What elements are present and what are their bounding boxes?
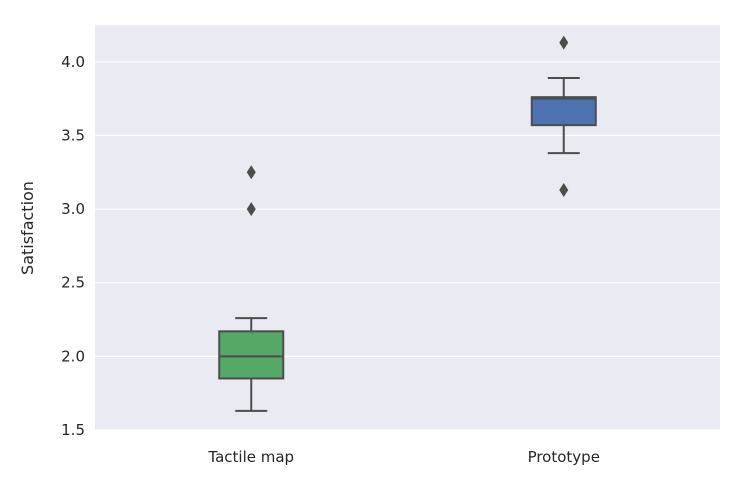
y-gridlines bbox=[95, 61, 720, 431]
y-tick-label: 2.0 bbox=[61, 347, 85, 365]
outlier-point bbox=[246, 202, 256, 217]
y-tick-label: 3.5 bbox=[61, 126, 85, 144]
x-tick-label: Prototype bbox=[528, 448, 600, 466]
y-tick-label: 4.0 bbox=[61, 53, 85, 71]
iqr-box bbox=[530, 96, 597, 127]
outlier-point bbox=[559, 35, 569, 50]
y-tick-label: 1.5 bbox=[61, 421, 85, 439]
y-tick-label: 3.0 bbox=[61, 200, 85, 218]
iqr-box bbox=[218, 330, 285, 380]
outlier-point bbox=[246, 165, 256, 180]
y-tick-label: 2.5 bbox=[61, 274, 85, 292]
outlier-point bbox=[559, 182, 569, 197]
y-tick-labels: 1.5 2.0 2.5 3.0 3.5 4.0 bbox=[61, 53, 85, 439]
plot-background bbox=[95, 25, 720, 430]
box-group bbox=[218, 165, 285, 412]
boxes bbox=[218, 35, 597, 412]
box-group bbox=[530, 35, 597, 197]
y-axis-title: Satisfaction bbox=[18, 181, 37, 275]
x-tick-labels: Tactile map Prototype bbox=[207, 448, 600, 466]
x-tick-label: Tactile map bbox=[207, 448, 294, 466]
